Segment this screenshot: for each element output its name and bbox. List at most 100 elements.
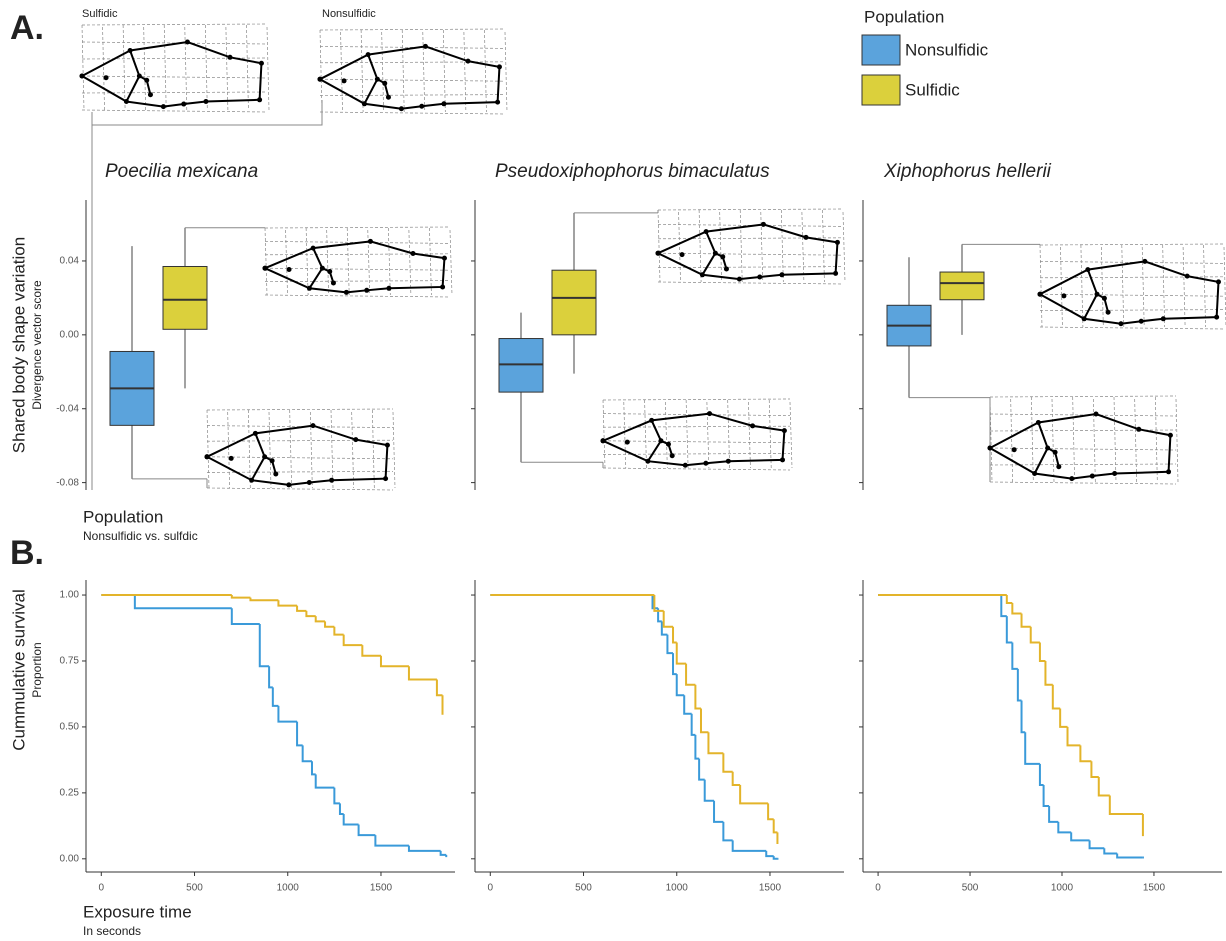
landmark — [750, 423, 755, 428]
y-tick-label: 0.50 — [60, 722, 80, 733]
x-tick-label: 0 — [488, 883, 494, 894]
fish-grid — [207, 409, 395, 490]
y-tick-label: 0.04 — [60, 256, 80, 267]
survival-step — [1007, 595, 1013, 603]
landmark — [1168, 433, 1173, 438]
landmark — [441, 101, 446, 106]
fish-outline — [603, 414, 784, 466]
landmark — [362, 101, 367, 106]
landmark — [411, 251, 416, 256]
survival-step — [1068, 727, 1081, 745]
landmark — [466, 59, 471, 64]
survival-step — [733, 772, 740, 785]
fish-outline — [82, 42, 261, 107]
survival-step — [1090, 840, 1105, 848]
survival-step — [740, 785, 768, 803]
survival-step — [441, 851, 447, 855]
landmark — [262, 454, 267, 459]
y-axis-label: Cummulative survival — [9, 589, 28, 751]
survival-step — [695, 735, 699, 759]
landmark — [137, 74, 142, 79]
landmark — [683, 463, 688, 468]
landmark — [253, 431, 258, 436]
x-axis-label: Population — [83, 507, 163, 526]
landmark — [1118, 321, 1123, 326]
landmark — [327, 269, 332, 274]
survival-step — [774, 856, 778, 859]
landmark — [1045, 446, 1050, 451]
survival-step — [677, 674, 684, 695]
survival-step — [344, 814, 359, 825]
survival-step — [664, 611, 673, 627]
survival-step — [250, 598, 278, 601]
fish-outline — [990, 414, 1170, 479]
survival-step — [1031, 627, 1040, 643]
landmark — [1185, 274, 1190, 279]
x-tick-label: 500 — [962, 883, 979, 894]
x-axis-sublabel: In seconds — [83, 924, 141, 938]
x-tick-label: 1000 — [277, 883, 300, 894]
survival-step — [1012, 643, 1018, 669]
panel-label: A. — [10, 9, 44, 47]
landmark — [1038, 292, 1043, 297]
survival-step — [1104, 848, 1117, 853]
y-axis-sublabel: Proportion — [30, 642, 44, 697]
fish-outline — [658, 224, 837, 279]
survival-step — [1012, 603, 1021, 614]
survival-step — [714, 801, 723, 822]
box — [552, 270, 596, 335]
landmark — [161, 104, 166, 109]
landmark — [270, 458, 275, 463]
landmark — [625, 440, 630, 445]
landmark — [307, 480, 312, 485]
survival-step — [1040, 764, 1044, 785]
landmark — [680, 252, 685, 257]
fish-grid — [990, 396, 1178, 484]
y-tick-label: 0.25 — [60, 788, 80, 799]
fish-label: Sulfidic — [82, 8, 118, 20]
landmark — [273, 471, 278, 476]
landmark — [399, 106, 404, 111]
landmark — [263, 266, 268, 271]
survival-step — [777, 832, 778, 843]
landmark — [1102, 296, 1107, 301]
landmark — [287, 267, 292, 272]
landmark — [1061, 293, 1066, 298]
landmark — [318, 77, 323, 82]
x-tick-label: 0 — [875, 883, 881, 894]
fish-grid — [658, 209, 845, 284]
survival-step — [232, 595, 251, 598]
landmark — [1166, 469, 1171, 474]
survival-step — [1022, 701, 1026, 733]
legend-label: Nonsulfidic — [905, 40, 989, 59]
landmark — [442, 256, 447, 261]
y-tick-label: 0.00 — [60, 853, 80, 864]
landmark — [286, 482, 291, 487]
landmark — [353, 437, 358, 442]
landmark — [495, 100, 500, 105]
x-tick-label: 1500 — [759, 883, 782, 894]
landmark — [670, 453, 675, 458]
fish-outline — [1040, 261, 1218, 323]
x-tick-label: 1000 — [666, 883, 689, 894]
survival-step — [692, 714, 696, 735]
legend-label: Sulfidic — [905, 80, 960, 99]
survival-step — [344, 635, 363, 646]
survival-step — [443, 695, 444, 713]
survival-step — [1091, 761, 1098, 777]
survival-step — [409, 666, 437, 679]
landmark — [833, 271, 838, 276]
survival-step — [446, 855, 447, 856]
survival-step — [409, 846, 441, 851]
landmark — [329, 478, 334, 483]
survival-step — [375, 835, 409, 846]
fish-grid — [320, 29, 507, 114]
landmark — [601, 438, 606, 443]
landmark — [1053, 450, 1058, 455]
chart-title: Xiphophorus hellerii — [883, 161, 1052, 182]
survival-step — [359, 825, 376, 836]
survival-step — [1058, 822, 1071, 833]
survival-step — [135, 595, 232, 608]
survival-step — [677, 643, 686, 664]
survival-step — [1049, 806, 1058, 822]
